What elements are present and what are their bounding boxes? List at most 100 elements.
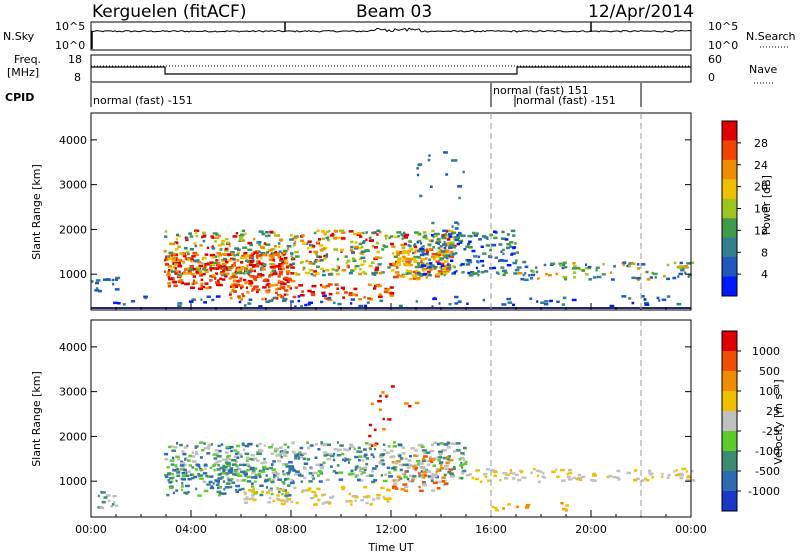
data-cell [475, 272, 479, 275]
data-cell [224, 266, 230, 269]
data-cell [611, 278, 615, 281]
data-cell [645, 270, 649, 274]
data-cell [331, 268, 336, 271]
data-cell [308, 301, 313, 304]
data-cell [170, 254, 173, 257]
data-cell [380, 474, 384, 477]
data-cell [310, 291, 315, 294]
data-cell [195, 487, 198, 491]
data-cell [292, 442, 295, 445]
data-cell [222, 272, 226, 275]
data-cell [448, 468, 454, 471]
data-cell [393, 479, 398, 482]
data-cell [201, 449, 205, 452]
data-cell [515, 251, 519, 254]
data-cell [243, 267, 247, 270]
data-cell [426, 266, 430, 269]
data-cell [227, 478, 231, 482]
data-cell [253, 457, 258, 460]
data-cell [209, 275, 213, 278]
data-cell [666, 277, 670, 281]
data-cell [381, 453, 386, 456]
data-cell [389, 449, 394, 453]
data-cell [427, 273, 432, 277]
data-cell [408, 257, 413, 261]
data-cell [290, 234, 293, 237]
data-cell [252, 487, 255, 490]
data-cell [512, 234, 516, 237]
data-cell [384, 473, 388, 476]
data-cell [181, 482, 184, 485]
data-cell [201, 272, 206, 276]
data-cell [323, 454, 328, 457]
data-cell [251, 485, 255, 488]
data-cell [421, 474, 425, 477]
data-cell [405, 251, 410, 254]
data-cell [398, 251, 403, 254]
data-cell [286, 498, 291, 501]
data-cell [563, 507, 567, 511]
data-cell [208, 475, 214, 478]
data-cell [446, 242, 451, 245]
data-cell [197, 464, 200, 467]
data-cell [417, 472, 421, 475]
data-cell [281, 267, 286, 270]
data-cell [234, 469, 237, 473]
data-cell [323, 451, 328, 454]
data-cell [287, 477, 290, 481]
data-cell [403, 236, 409, 239]
data-cell [392, 275, 398, 279]
data-cell [498, 259, 501, 263]
data-cell [307, 487, 312, 490]
data-cell [395, 250, 400, 253]
data-cell [398, 263, 402, 266]
data-cell [649, 473, 653, 476]
data-cell [336, 265, 339, 268]
data-cell [212, 453, 217, 456]
data-cell [228, 277, 232, 280]
data-cell [252, 275, 258, 278]
data-cell [502, 273, 506, 277]
data-cell [310, 472, 315, 475]
data-cell [431, 221, 435, 225]
data-cell [364, 249, 369, 252]
data-cell [230, 478, 234, 481]
freq-panel: Freq. [MHz] 18 8 60 0 Nave [7, 53, 777, 84]
data-cell [348, 500, 353, 503]
data-cell [444, 465, 449, 468]
data-cell [261, 268, 266, 271]
data-cell [357, 232, 363, 235]
data-cell [225, 267, 228, 271]
data-cell [248, 442, 253, 446]
data-cell [647, 469, 652, 473]
data-cell [633, 469, 638, 472]
data-cell [293, 242, 296, 245]
data-cell [181, 252, 186, 256]
data-cell [192, 282, 195, 285]
data-cell [585, 263, 588, 266]
data-cell [403, 231, 406, 235]
data-cell [404, 470, 407, 473]
data-cell [202, 235, 206, 238]
data-cell [255, 263, 259, 266]
data-cell [354, 475, 358, 478]
data-cell [437, 459, 441, 462]
data-cell [222, 257, 227, 261]
colorbar-tick-label: 24 [754, 159, 768, 172]
data-cell [216, 267, 220, 270]
data-cell [286, 245, 292, 248]
data-cell [341, 269, 347, 272]
data-cell [325, 501, 328, 504]
data-cell [419, 443, 424, 447]
data-cell [176, 233, 179, 237]
y-tick-label: 1000 [59, 268, 87, 281]
data-cell [348, 293, 353, 297]
nave-tick-bottom: 0 [708, 71, 715, 84]
data-cell [371, 231, 376, 235]
data-cell [387, 418, 392, 421]
data-cell [231, 481, 236, 484]
data-cell [457, 185, 462, 188]
data-cell [187, 477, 192, 481]
data-cell [658, 299, 661, 302]
data-cell [273, 234, 279, 237]
